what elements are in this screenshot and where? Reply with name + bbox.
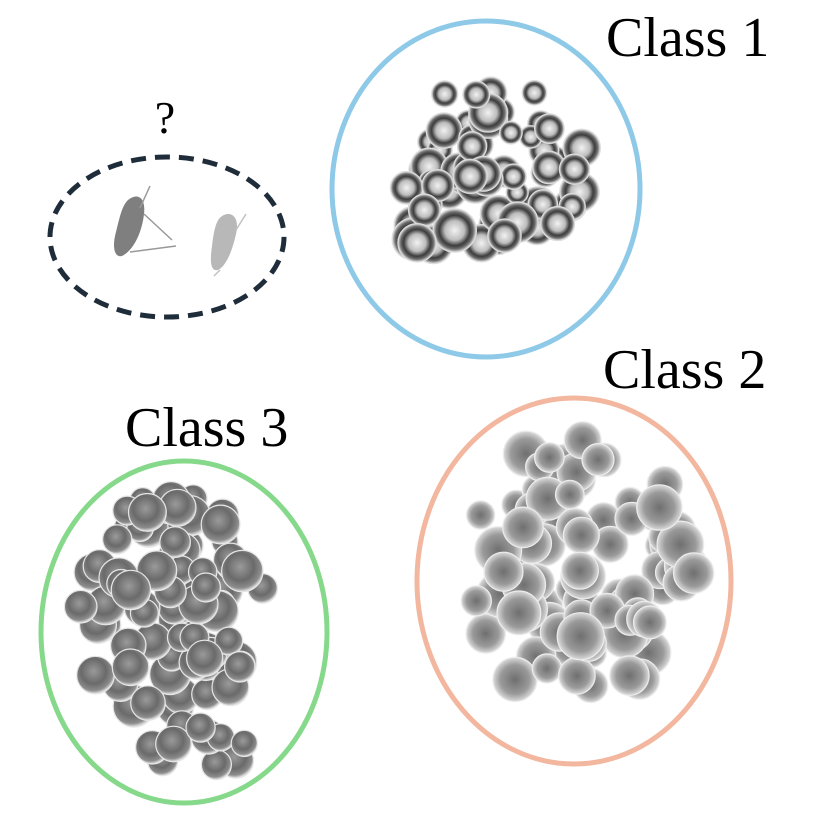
class1-particles: [389, 76, 602, 265]
class3-particle: [224, 650, 256, 683]
class1-label: Class 1: [606, 7, 769, 69]
class2-particle: [609, 655, 650, 696]
class3-particle: [130, 685, 166, 721]
class2-particle: [581, 443, 615, 477]
class1-particle: [431, 80, 459, 108]
class1-particle: [432, 208, 478, 253]
class2-particle: [558, 656, 596, 695]
class2-particle: [632, 605, 667, 640]
class1-particle: [534, 113, 565, 145]
class2-label: Class 2: [603, 339, 766, 401]
class1-particle: [558, 153, 591, 185]
class1-particle: [500, 163, 527, 190]
class3-particle: [190, 572, 222, 603]
class3-particle: [214, 626, 244, 656]
copepod-icon-2: [210, 213, 247, 277]
class2-particle: [636, 484, 683, 531]
copepod-icon: [114, 185, 177, 257]
class3-label: Class 3: [125, 397, 288, 459]
class2-particle: [496, 590, 542, 636]
class2-group: Class 2: [414, 339, 766, 767]
class2-particle: [492, 656, 538, 703]
class2-particle: [560, 551, 600, 590]
class1-particle: [425, 112, 463, 150]
class2-particles: [460, 421, 715, 704]
class3-particle: [221, 549, 264, 593]
class2-particle: [465, 613, 507, 654]
unknown-outline: [47, 154, 287, 320]
class3-particle: [63, 589, 98, 624]
class2-outline: [414, 395, 734, 767]
class2-particle: [554, 479, 585, 510]
class2-particle: [556, 612, 605, 661]
class3-particle: [111, 648, 150, 687]
class3-particle: [185, 712, 216, 743]
class3-particles: [63, 481, 279, 781]
class1-particle: [521, 79, 548, 106]
class1-particle: [452, 158, 488, 194]
class2-particle: [502, 506, 544, 549]
class3-particle: [76, 655, 115, 695]
class1-group: Class 1: [329, 7, 769, 360]
class2-particle: [562, 516, 600, 554]
class3-particle: [110, 569, 152, 611]
class3-particle: [159, 526, 192, 558]
class1-particle: [487, 218, 522, 254]
class1-outline: [329, 18, 643, 360]
class2-particle: [672, 552, 715, 594]
class2-particle: [465, 500, 496, 530]
unknown-group: ?: [47, 92, 287, 320]
class3-particle: [101, 524, 133, 555]
class2-particle: [531, 653, 563, 684]
class1-particle: [539, 205, 576, 242]
class2-particle: [460, 585, 492, 617]
class2-particle: [534, 442, 565, 473]
class3-particle: [185, 639, 224, 678]
class1-particle: [462, 80, 491, 109]
class3-outline: [38, 458, 330, 806]
class1-particle: [397, 223, 437, 263]
class3-particle: [230, 729, 258, 758]
class2-particle: [483, 551, 524, 592]
class3-particle: [127, 492, 167, 532]
unknown-label: ?: [155, 92, 175, 143]
class1-particle: [499, 120, 523, 145]
class3-group: Class 3: [38, 397, 330, 806]
class3-particle: [200, 504, 241, 545]
class3-particle: [155, 725, 192, 763]
class1-particle: [407, 193, 441, 227]
